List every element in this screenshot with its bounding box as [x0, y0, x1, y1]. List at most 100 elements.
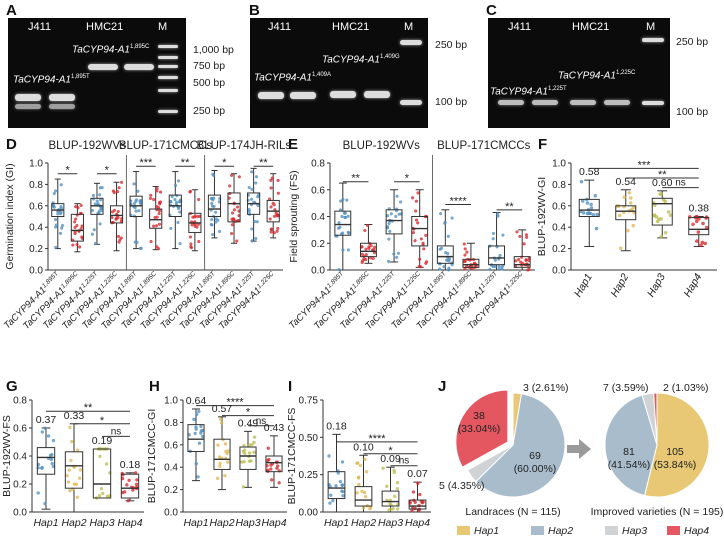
data-point: [366, 223, 370, 228]
data-point: [93, 202, 97, 206]
data-point: [334, 484, 338, 488]
data-point: [116, 210, 120, 214]
y-tick-label: 0.4: [552, 223, 566, 234]
data-point: [197, 197, 201, 202]
pie-caption: Landraces (N = 115): [465, 506, 560, 518]
gel-band: [330, 91, 356, 98]
data-point: [593, 193, 598, 198]
x-tick-label: Hap3: [89, 517, 114, 529]
data-point: [691, 222, 695, 227]
data-point: [218, 229, 222, 234]
data-point: [364, 247, 368, 251]
data-point: [493, 264, 497, 269]
data-point: [347, 231, 351, 235]
data-point: [216, 218, 220, 222]
significance-label: **: [181, 157, 190, 169]
significance-label: ns: [675, 178, 686, 189]
data-point: [527, 267, 531, 271]
data-point: [594, 226, 599, 231]
data-point: [94, 241, 98, 245]
data-point: [210, 223, 214, 227]
box: [381, 490, 400, 507]
slice-label: (53.84%): [654, 459, 697, 471]
data-point: [40, 430, 44, 434]
ladder-size-label: 500 bp: [193, 77, 226, 89]
data-point: [188, 235, 193, 239]
data-point: [414, 218, 419, 222]
data-point: [92, 228, 96, 232]
data-point: [210, 201, 214, 205]
panel-label-i: I: [288, 378, 293, 395]
data-point: [154, 224, 159, 228]
data-point: [254, 181, 258, 185]
data-point: [275, 213, 279, 217]
data-point: [337, 221, 341, 225]
x-tick-label: Hap2: [209, 517, 234, 529]
data-point: [247, 208, 251, 212]
panel-label-a: A: [6, 2, 17, 19]
data-point: [193, 431, 197, 436]
data-point: [269, 230, 273, 234]
data-point: [157, 209, 162, 213]
data-point: [247, 443, 252, 447]
data-point: [236, 205, 240, 209]
significance-label: **: [351, 173, 360, 185]
ladder-band: [642, 38, 664, 42]
data-point: [98, 454, 102, 458]
box: [488, 245, 506, 266]
data-point: [696, 230, 701, 234]
mean-label: 0.49: [238, 417, 259, 429]
data-point: [43, 426, 47, 430]
data-point: [387, 259, 391, 263]
data-point: [360, 252, 364, 256]
data-point: [74, 217, 78, 221]
data-point: [230, 211, 235, 215]
data-point: [188, 190, 192, 194]
data-point: [197, 441, 202, 445]
data-point: [230, 223, 235, 227]
data-point: [75, 242, 79, 247]
data-point: [270, 478, 274, 482]
data-point: [420, 501, 424, 505]
data-point: [225, 451, 229, 456]
data-point: [134, 209, 138, 213]
data-point: [59, 205, 63, 209]
group-title: BLUP-192WVs: [48, 140, 126, 152]
data-point: [388, 229, 392, 233]
data-point: [75, 448, 80, 452]
data-point: [418, 257, 422, 261]
data-point: [152, 198, 156, 202]
data-point: [463, 253, 467, 257]
data-point: [72, 482, 76, 486]
data-point: [54, 245, 58, 249]
data-point: [232, 208, 237, 212]
data-point: [54, 189, 58, 193]
x-tick-label: Hap3: [235, 517, 260, 529]
data-point: [663, 199, 668, 204]
data-point: [618, 246, 623, 250]
slice-label: (60.00%): [514, 463, 557, 475]
data-point: [411, 196, 415, 200]
data-point: [445, 258, 449, 262]
slice-label: 7 (3.59%): [603, 382, 649, 394]
y-tick-label: 0.0: [311, 266, 325, 277]
data-point: [152, 224, 156, 228]
data-point: [67, 468, 71, 472]
y-tick-label: 0.8: [29, 180, 43, 191]
data-point: [629, 196, 633, 200]
data-point: [211, 232, 215, 237]
significance-label: *: [222, 157, 227, 169]
x-tick-label: Hap2: [351, 517, 376, 529]
data-point: [387, 221, 391, 226]
mean-label: 0.18: [120, 459, 141, 471]
data-point: [659, 234, 663, 239]
data-point: [110, 210, 114, 214]
data-point: [97, 494, 102, 498]
y-tick-label: 0.6: [552, 201, 566, 212]
group-title: BLUP-171CMCCs: [437, 140, 531, 152]
data-point: [193, 215, 197, 219]
data-point: [40, 465, 44, 470]
data-point: [364, 258, 368, 262]
data-point: [652, 213, 657, 217]
gel-band: [15, 104, 41, 109]
